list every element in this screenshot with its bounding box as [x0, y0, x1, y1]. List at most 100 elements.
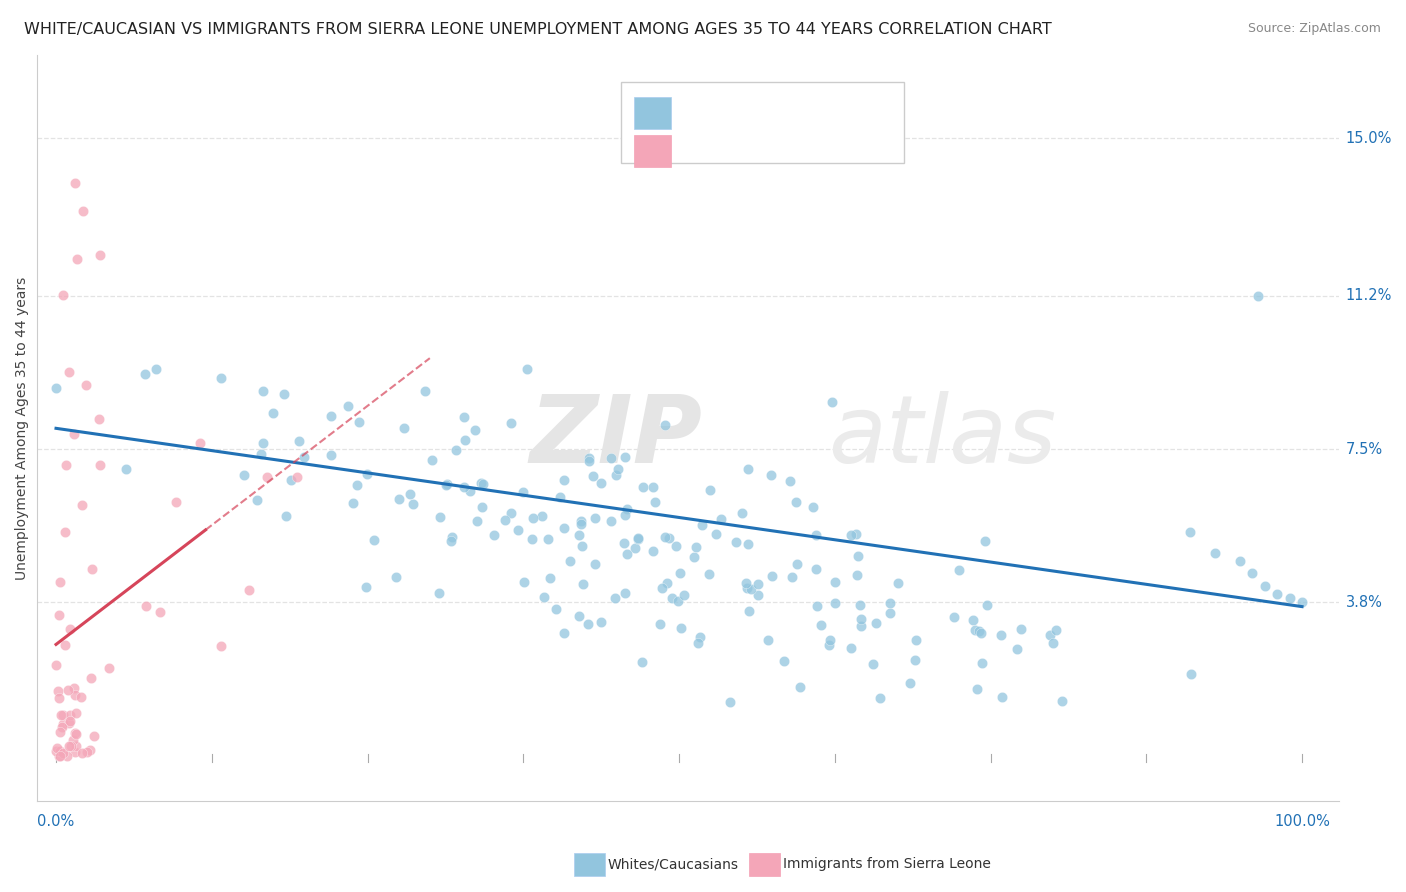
- Point: [508, 523, 530, 537]
- Point: [58, 739, 80, 754]
- Point: [246, 493, 269, 508]
- Point: [801, 500, 824, 514]
- Point: [569, 516, 592, 531]
- Point: [188, 436, 211, 450]
- Point: [631, 655, 654, 669]
- Point: [363, 533, 385, 548]
- Point: [80, 561, 103, 575]
- Point: [887, 575, 910, 590]
- Point: [631, 480, 654, 494]
- Point: [49, 725, 72, 739]
- Point: [644, 494, 666, 508]
- Point: [238, 583, 260, 598]
- Point: [710, 512, 733, 526]
- Point: [285, 470, 308, 484]
- Point: [990, 690, 1012, 705]
- Point: [52, 707, 75, 722]
- Text: 7.5%: 7.5%: [1346, 442, 1382, 457]
- Point: [80, 671, 103, 685]
- Point: [52, 746, 75, 760]
- Point: [613, 536, 636, 550]
- Point: [641, 480, 664, 494]
- Point: [69, 690, 91, 705]
- Point: [512, 574, 534, 589]
- Point: [537, 533, 560, 547]
- Point: [70, 498, 93, 512]
- Point: [471, 477, 494, 491]
- Point: [512, 485, 534, 500]
- Point: [49, 743, 72, 757]
- Point: [865, 616, 887, 631]
- Point: [849, 612, 872, 626]
- Point: [58, 682, 80, 697]
- Point: [820, 633, 842, 648]
- Point: [63, 726, 86, 740]
- Point: [276, 509, 298, 524]
- Y-axis label: Unemployment Among Ages 35 to 44 years: Unemployment Among Ages 35 to 44 years: [15, 277, 30, 580]
- Point: [280, 473, 302, 487]
- Point: [63, 177, 86, 191]
- Point: [942, 609, 965, 624]
- Point: [613, 586, 636, 600]
- Point: [737, 537, 759, 551]
- Point: [738, 605, 761, 619]
- Point: [668, 594, 690, 608]
- Point: [582, 469, 605, 483]
- Point: [440, 534, 463, 549]
- Point: [59, 714, 82, 728]
- Point: [697, 567, 720, 582]
- Point: [576, 617, 599, 632]
- Point: [718, 695, 741, 709]
- Point: [1005, 642, 1028, 657]
- Point: [1045, 623, 1067, 637]
- Point: [89, 248, 111, 262]
- Point: [589, 615, 612, 629]
- Point: [686, 636, 709, 650]
- Point: [648, 617, 671, 632]
- Point: [685, 540, 707, 554]
- Text: R = -0.730   N = 197: R = -0.730 N = 197: [679, 105, 862, 120]
- Point: [392, 421, 415, 435]
- Point: [737, 462, 759, 476]
- Point: [1010, 622, 1032, 636]
- Text: 11.2%: 11.2%: [1346, 288, 1392, 303]
- Point: [568, 528, 591, 542]
- Point: [48, 691, 70, 706]
- Point: [735, 581, 758, 595]
- Point: [898, 676, 921, 690]
- Point: [454, 433, 477, 447]
- Point: [46, 684, 69, 698]
- Point: [848, 598, 870, 612]
- Point: [690, 517, 713, 532]
- Point: [1052, 693, 1074, 707]
- Point: [62, 733, 84, 747]
- Point: [458, 483, 481, 498]
- Point: [761, 568, 783, 582]
- Point: [233, 468, 256, 483]
- Point: [1042, 636, 1064, 650]
- Point: [862, 657, 884, 672]
- Point: [499, 506, 522, 520]
- Point: [740, 582, 762, 597]
- Point: [789, 680, 811, 694]
- Text: 15.0%: 15.0%: [1346, 130, 1392, 145]
- Point: [342, 496, 364, 510]
- Point: [65, 706, 87, 720]
- Text: Immigrants from Sierra Leone: Immigrants from Sierra Leone: [783, 857, 991, 871]
- Point: [605, 468, 627, 483]
- Point: [465, 514, 488, 528]
- Point: [810, 617, 832, 632]
- Point: [839, 528, 862, 542]
- Point: [821, 395, 844, 409]
- Point: [427, 586, 450, 600]
- Point: [65, 726, 87, 740]
- Point: [520, 533, 543, 547]
- Point: [58, 715, 80, 730]
- Point: [87, 412, 110, 426]
- Point: [256, 470, 278, 484]
- Point: [550, 490, 572, 504]
- Point: [578, 454, 600, 468]
- Point: [165, 495, 187, 509]
- Point: [699, 483, 721, 497]
- Point: [402, 497, 425, 511]
